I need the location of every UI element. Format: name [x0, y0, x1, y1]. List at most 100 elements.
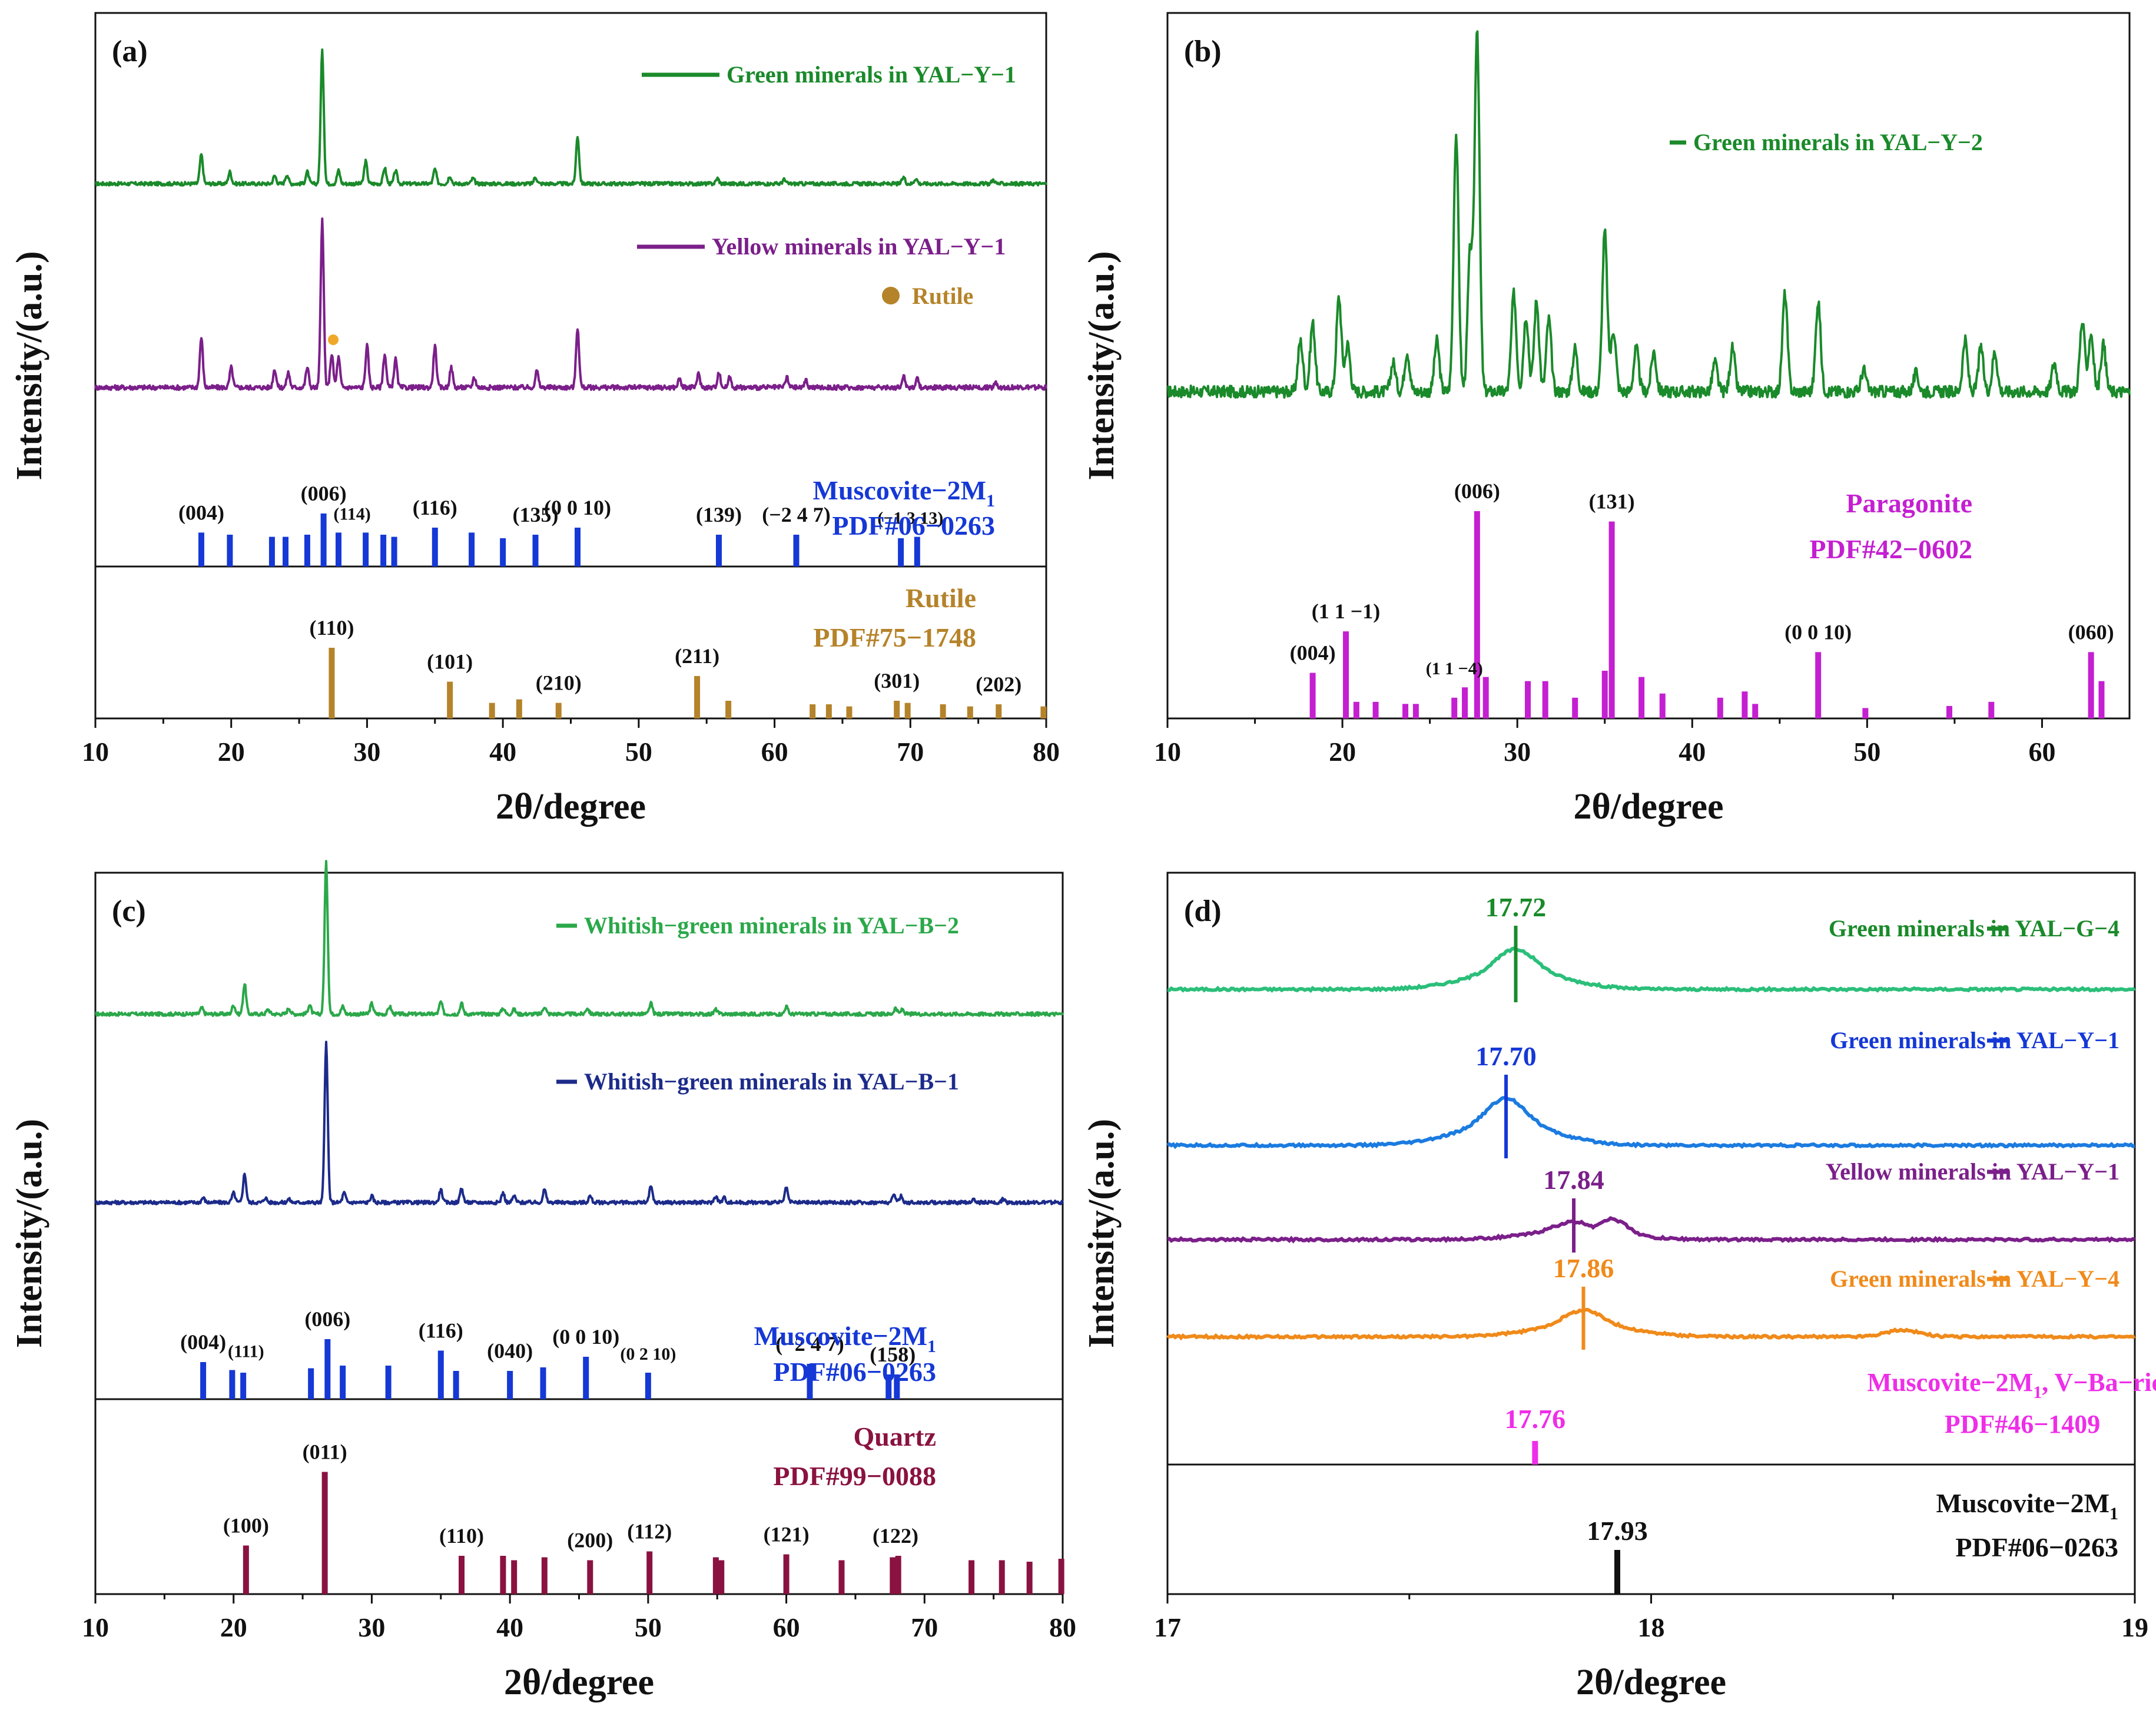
legend-label: Yellow minerals in YAL−Y−1 — [1826, 1158, 2119, 1185]
reference-stick — [999, 1560, 1005, 1594]
reference-peak-label: (101) — [427, 650, 473, 674]
x-tick-label: 40 — [1679, 737, 1706, 767]
x-tick-label: 50 — [1853, 737, 1880, 767]
x-tick-label: 20 — [220, 1612, 247, 1642]
reference-peak-label: (0 2 10) — [620, 1344, 676, 1364]
legend-label: Whitish−green minerals in YAL−B−2 — [584, 912, 959, 939]
reference-stick — [198, 532, 204, 567]
x-tick-label: 20 — [1329, 737, 1356, 767]
reference-stick — [507, 1371, 513, 1399]
reference-peak-label: (121) — [764, 1523, 810, 1546]
reference-stick — [583, 1357, 589, 1399]
reference-peak-label: (0 0 10) — [552, 1325, 619, 1349]
x-tick-label: 17 — [1154, 1612, 1181, 1642]
reference-peak-label: (202) — [976, 672, 1021, 696]
legend-label: Green minerals in YAL−Y−1 — [727, 61, 1016, 88]
reference-stick — [587, 1560, 593, 1594]
reference-stick — [320, 514, 327, 567]
reference-stick — [575, 528, 581, 567]
reference-stick — [904, 703, 911, 718]
reference-stick-label: 17.76 — [1505, 1404, 1566, 1434]
y-axis-label: Intensity/(a.u.) — [1082, 1119, 1122, 1348]
series-line — [1167, 946, 2136, 993]
legend-label: Green minerals in YAL−Y−1 — [1830, 1027, 2119, 1054]
series-line — [95, 860, 1064, 1017]
reference-stick — [940, 704, 946, 718]
reference-stick — [1752, 704, 1759, 718]
reference-stick — [391, 536, 397, 567]
reference-stick — [304, 535, 310, 567]
x-tick-label: 19 — [2121, 1612, 2148, 1642]
reference-stick — [1412, 704, 1419, 718]
reference-stick — [2098, 681, 2105, 718]
reference-stick — [712, 1557, 719, 1594]
x-axis-label: 2θ/degree — [1576, 1662, 1726, 1702]
x-tick-label: 30 — [358, 1612, 385, 1642]
reference-peak-label: (110) — [309, 616, 354, 640]
reference-peak-label: (1 1 −4) — [1426, 659, 1483, 678]
reference-peak-label: (210) — [536, 671, 582, 695]
reference-peak-label: (−1 3 13) — [877, 509, 943, 528]
series-line — [1167, 30, 2131, 399]
x-tick-label: 60 — [773, 1612, 800, 1642]
series-line — [1166, 1096, 2135, 1149]
reference-stick — [1343, 631, 1349, 718]
panel-b: 10 20 30 40 50 60 2θ/degree Intensity/(a.u.) (b)… — [1082, 12, 2131, 827]
reference-stick — [324, 1339, 331, 1399]
reference-peak-label: (116) — [419, 1319, 463, 1343]
x-tick-label: 18 — [1638, 1612, 1665, 1642]
reference-stick — [1601, 671, 1608, 718]
reference-name: Muscovite−2M1, V−Ba−rich — [1868, 1368, 2156, 1402]
panel-label: (a) — [112, 35, 148, 68]
reference-stick — [825, 704, 832, 718]
reference-stick — [890, 1557, 896, 1594]
reference-stick — [846, 706, 853, 718]
x-tick-label: 80 — [1033, 737, 1060, 767]
reference-stick — [1542, 681, 1548, 718]
x-tick-label: 10 — [82, 1612, 109, 1642]
series-line — [1167, 1216, 2136, 1244]
peak-value-label: 17.72 — [1485, 892, 1547, 922]
reference-stick — [453, 1371, 459, 1399]
reference-name-subscript: 1 — [927, 1337, 936, 1356]
reference-stick — [838, 1560, 845, 1594]
reference-stick — [380, 535, 387, 567]
reference-stick — [432, 528, 438, 567]
reference-stick — [1638, 677, 1645, 718]
reference-name: Muscovite−2M1 — [754, 1321, 936, 1356]
reference-name-subscript: 1 — [986, 491, 995, 511]
x-tick-label: 50 — [625, 737, 652, 767]
x-tick-label: 30 — [353, 737, 380, 767]
reference-stick — [914, 536, 920, 567]
x-axis-label: 2θ/degree — [496, 787, 646, 827]
x-tick-label: 20 — [218, 737, 245, 767]
reference-stick — [363, 532, 369, 567]
series-line — [1166, 1307, 2136, 1341]
reference-stick — [645, 1373, 651, 1399]
reference-stick — [783, 1554, 790, 1594]
panel-label: (c) — [112, 895, 146, 928]
reference-stick — [646, 1551, 653, 1594]
reference-stick — [1659, 693, 1666, 718]
reference-stick — [1353, 701, 1359, 718]
rutile-marker — [328, 334, 339, 345]
reference-stick — [335, 532, 341, 567]
reference-peak-label: (158) — [870, 1343, 916, 1366]
reference-stick — [885, 1374, 892, 1399]
reference-stick — [437, 1350, 444, 1399]
rutile-legend-label: Rutile — [912, 283, 973, 309]
reference-stick — [240, 1373, 247, 1399]
reference-peak-label: (0 0 10) — [544, 496, 611, 519]
reference-peak-label: (006) — [301, 482, 347, 505]
legend-label: Green minerals in YAL−Y−2 — [1693, 129, 1983, 155]
reference-pdf-number: PDF#46−1409 — [1945, 1410, 2101, 1439]
reference-stick — [725, 701, 732, 718]
reference-stick — [1717, 697, 1723, 718]
reference-stick — [385, 1366, 392, 1399]
reference-stick — [1608, 521, 1615, 718]
reference-pdf-number: PDF#99−0088 — [773, 1461, 936, 1491]
reference-stick — [894, 701, 900, 718]
reference-stick — [283, 536, 288, 567]
reference-peak-label: (004) — [180, 1330, 226, 1354]
reference-stick — [996, 704, 1002, 718]
